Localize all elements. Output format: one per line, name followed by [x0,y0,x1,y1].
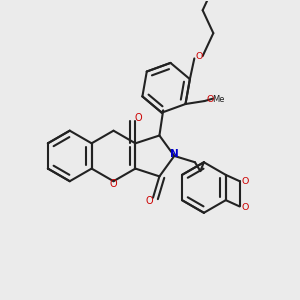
Text: O: O [195,52,202,62]
Text: N: N [170,149,178,160]
Text: Me: Me [212,95,224,104]
Text: O: O [146,196,153,206]
Text: O: O [134,112,142,122]
Text: O: O [242,202,249,211]
Text: O: O [110,179,117,189]
Text: O: O [242,177,249,186]
Text: O: O [206,95,214,104]
